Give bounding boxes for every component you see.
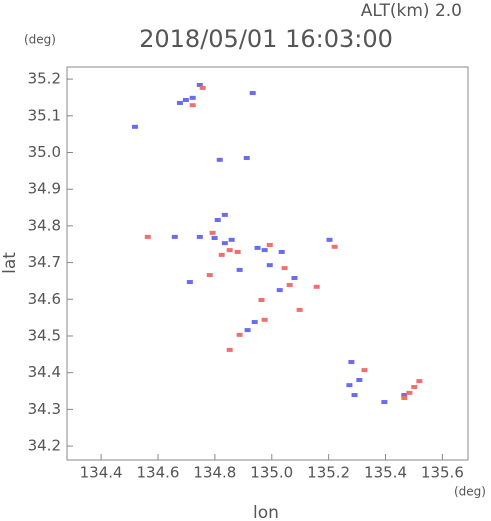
x-tick-label: 135.2 [307,464,350,482]
data-point [144,234,151,239]
y-tick-label: 34.3 [28,400,61,418]
y-tick-label: 35.2 [28,70,61,88]
data-point [189,103,196,108]
data-point [266,263,273,268]
plot-frame [66,66,469,461]
x-tick-label: 134.8 [193,464,236,482]
data-point [276,288,283,293]
data-point [243,156,250,161]
data-point [261,248,268,253]
data-point [182,98,189,103]
y-tick-label: 34.8 [28,216,61,234]
y-tick-label: 35.1 [28,106,61,124]
data-point [236,332,243,337]
data-point [251,320,258,325]
data-point [278,249,285,254]
data-point [258,298,265,303]
data-point [189,95,196,100]
data-point [331,244,338,249]
x-tick-label: 134.4 [80,464,123,482]
data-point [266,242,273,247]
data-point [211,235,218,240]
subtitle: ALT(km) 2.0 [361,1,462,21]
data-point [199,85,206,90]
x-tick-label: 135.4 [364,464,407,482]
data-point [326,237,333,242]
data-point [171,234,178,239]
data-point [416,379,423,384]
data-point [346,383,353,388]
data-point [406,390,413,395]
data-point [286,282,293,287]
data-point [401,395,408,400]
data-point [356,378,363,383]
data-point [196,82,203,87]
data-point [296,307,303,312]
data-point [176,100,183,105]
x-axis-label: lon [253,503,279,521]
data-point [351,393,358,398]
y-tick-label: 34.9 [28,180,61,198]
data-point [244,328,251,333]
y-tick-label: 34.7 [28,253,61,271]
y-tick-label: 34.2 [28,437,61,455]
data-point [226,347,233,352]
x-unit: (deg) [454,485,486,499]
chart-title: 2018/05/01 16:03:00 [139,25,393,53]
data-point [131,124,138,129]
data-point [411,384,418,389]
data-point [218,252,225,257]
y-tick-label: 34.4 [28,363,61,381]
data-point [261,317,268,322]
data-point [236,267,243,272]
x-tick-label: 135.0 [250,464,293,482]
data-point [216,157,223,162]
data-point [254,245,261,250]
y-tick-label: 35.0 [28,143,61,161]
data-point [313,284,320,289]
data-point [381,400,388,405]
x-tick-label: 135.6 [421,464,464,482]
data-point [234,249,241,254]
data-point [401,393,408,398]
data-point [281,266,288,271]
data-point [186,280,193,285]
x-tick-label: 134.6 [137,464,180,482]
data-point [209,230,216,235]
data-point [221,241,228,246]
y-tick-label: 34.6 [28,290,61,308]
y-axis-label: lat [0,252,20,274]
data-point [348,360,355,365]
data-point [196,234,203,239]
data-point [228,237,235,242]
data-point [226,248,233,253]
data-point [206,273,213,278]
data-point [361,368,368,373]
data-point [214,218,221,223]
y-unit: (deg) [24,33,56,47]
data-point [249,91,256,96]
y-tick-label: 34.5 [28,326,61,344]
data-point [291,275,298,280]
data-point [221,212,228,217]
